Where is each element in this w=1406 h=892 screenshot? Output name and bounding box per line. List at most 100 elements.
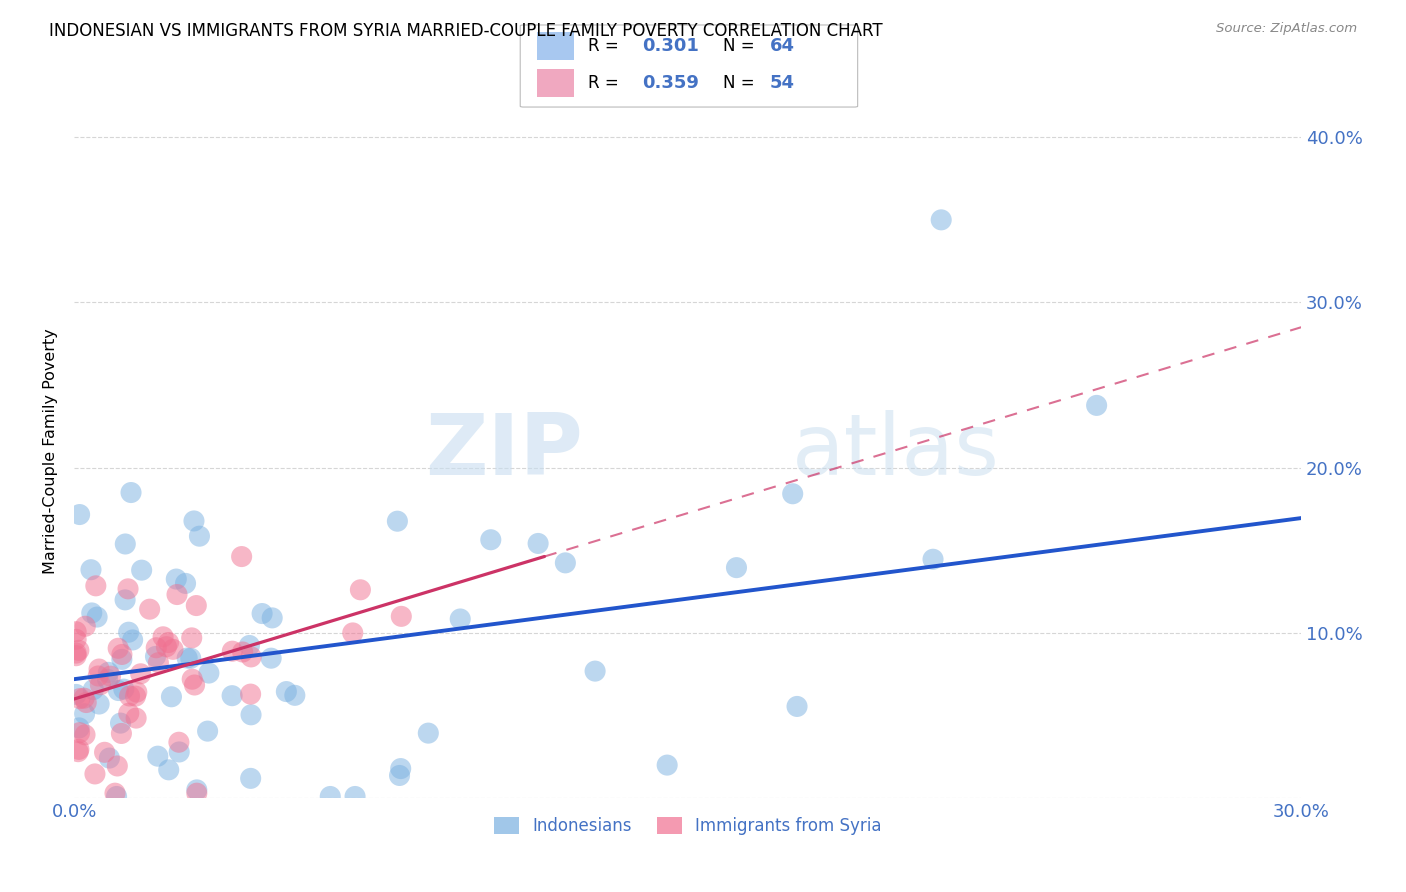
Point [183, 514, 205, 528]
Point [65, 646, 87, 660]
Point [111, 652, 134, 666]
Text: ZIP: ZIP [426, 409, 583, 492]
Point [232, 645, 254, 659]
Point [100, 669, 122, 683]
Text: atlas: atlas [792, 409, 1000, 492]
Text: R =: R = [588, 37, 624, 55]
Point [387, 514, 409, 528]
Bar [537, 32, 574, 61]
Text: N =: N = [723, 74, 759, 92]
Point [67, 643, 90, 657]
Point [583, 664, 606, 678]
Point [112, 682, 135, 697]
Point [73, 691, 96, 706]
Point [69, 508, 91, 522]
Point [105, 789, 128, 804]
Point [65, 688, 87, 702]
Point [388, 768, 411, 782]
Point [73, 728, 96, 742]
Point [198, 666, 221, 681]
Point [110, 716, 132, 731]
Point [174, 576, 197, 591]
Text: R =: R = [588, 74, 624, 92]
Point [238, 639, 260, 653]
Point [166, 588, 188, 602]
Text: 0.301: 0.301 [641, 37, 699, 55]
Point [389, 762, 412, 776]
Point [157, 635, 180, 649]
Point [180, 651, 202, 665]
Point [75, 619, 97, 633]
Point [67, 745, 90, 759]
Point [479, 533, 502, 547]
Point [554, 556, 576, 570]
Point [118, 689, 141, 703]
Point [118, 706, 141, 721]
Point [527, 536, 550, 550]
Point [131, 563, 153, 577]
Point [221, 689, 243, 703]
Point [87, 669, 110, 683]
Point [117, 582, 139, 596]
Text: 0.359: 0.359 [641, 74, 699, 92]
Point [98, 751, 121, 765]
Point [145, 649, 167, 664]
Point [125, 711, 148, 725]
Point [86, 610, 108, 624]
Point [138, 602, 160, 616]
Point [240, 649, 263, 664]
Point [183, 678, 205, 692]
Point [284, 689, 307, 703]
Point [87, 662, 110, 676]
Point [125, 685, 148, 699]
Text: 64: 64 [770, 37, 794, 55]
Point [111, 648, 134, 662]
Point [418, 726, 440, 740]
Point [188, 529, 211, 543]
Bar [537, 70, 574, 97]
Point [657, 758, 679, 772]
Point [67, 742, 90, 756]
Point [124, 689, 146, 703]
Point [181, 672, 204, 686]
Point [65, 632, 87, 647]
Point [221, 644, 243, 658]
Point [276, 684, 298, 698]
Point [319, 789, 342, 804]
Point [786, 699, 808, 714]
Point [197, 724, 219, 739]
Point [65, 648, 87, 663]
Text: N =: N = [723, 37, 759, 55]
Point [782, 487, 804, 501]
Point [84, 767, 107, 781]
Point [152, 630, 174, 644]
Point [65, 624, 87, 639]
Point [186, 783, 208, 797]
Point [260, 651, 283, 665]
Point [84, 579, 107, 593]
Point [180, 631, 202, 645]
Point [80, 606, 103, 620]
Point [344, 789, 367, 804]
Point [89, 678, 111, 692]
Point [121, 632, 143, 647]
Point [93, 745, 115, 759]
Point [97, 665, 120, 680]
Point [240, 707, 263, 722]
Point [82, 682, 104, 697]
Point [167, 735, 190, 749]
Point [105, 759, 128, 773]
Point [186, 599, 208, 613]
Point [157, 763, 180, 777]
Point [107, 683, 129, 698]
Point [67, 721, 90, 735]
Point [176, 651, 198, 665]
Point [87, 697, 110, 711]
Text: Source: ZipAtlas.com: Source: ZipAtlas.com [1216, 22, 1357, 36]
Point [239, 687, 262, 701]
Point [114, 593, 136, 607]
Point [160, 690, 183, 704]
Point [69, 691, 91, 706]
Point [146, 749, 169, 764]
Point [342, 626, 364, 640]
